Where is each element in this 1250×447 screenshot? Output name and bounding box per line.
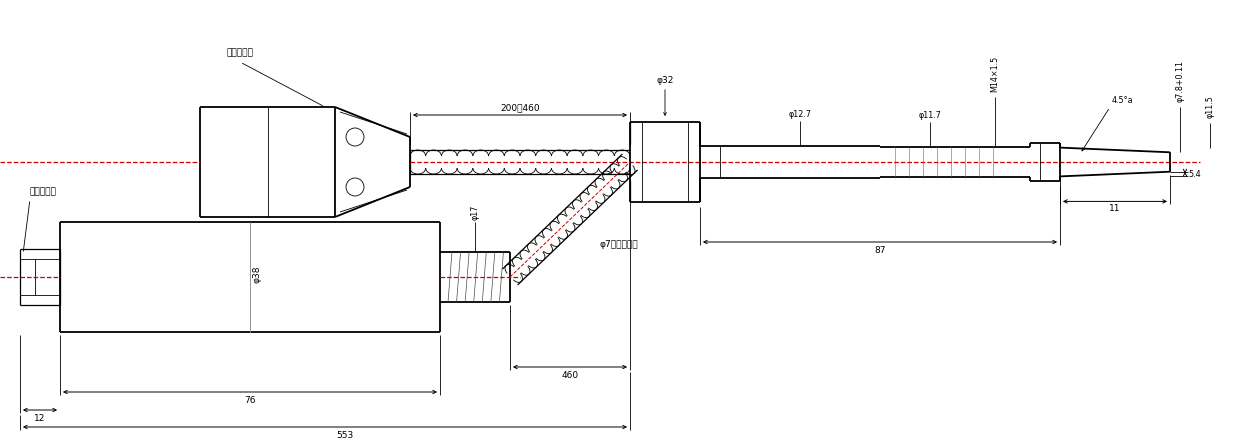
- Text: 553: 553: [336, 431, 354, 440]
- Text: φ17: φ17: [470, 205, 480, 220]
- Text: φ38: φ38: [253, 265, 262, 283]
- Text: 87: 87: [874, 246, 886, 255]
- Text: φ7.8+0.11: φ7.8+0.11: [1175, 60, 1185, 102]
- Text: 460: 460: [561, 371, 579, 380]
- Text: 4.5°a: 4.5°a: [1112, 96, 1134, 105]
- Text: 76: 76: [244, 396, 256, 405]
- Text: φ11.7: φ11.7: [919, 111, 941, 120]
- Text: 五芯接插件: 五芯接插件: [30, 187, 58, 196]
- Text: 12: 12: [34, 414, 46, 423]
- Text: 200～460: 200～460: [500, 103, 540, 112]
- Text: φ32: φ32: [656, 76, 674, 85]
- Text: 11: 11: [1109, 204, 1121, 213]
- Text: 二芯接插件: 二芯接插件: [226, 48, 254, 57]
- Text: φ12.7: φ12.7: [789, 110, 811, 119]
- Text: 5.4: 5.4: [1188, 169, 1200, 178]
- Text: φ7不锈鍶软管: φ7不锈鍶软管: [600, 240, 639, 249]
- Text: φ11.5: φ11.5: [1205, 95, 1215, 118]
- Text: M14×1.5: M14×1.5: [990, 56, 1000, 93]
